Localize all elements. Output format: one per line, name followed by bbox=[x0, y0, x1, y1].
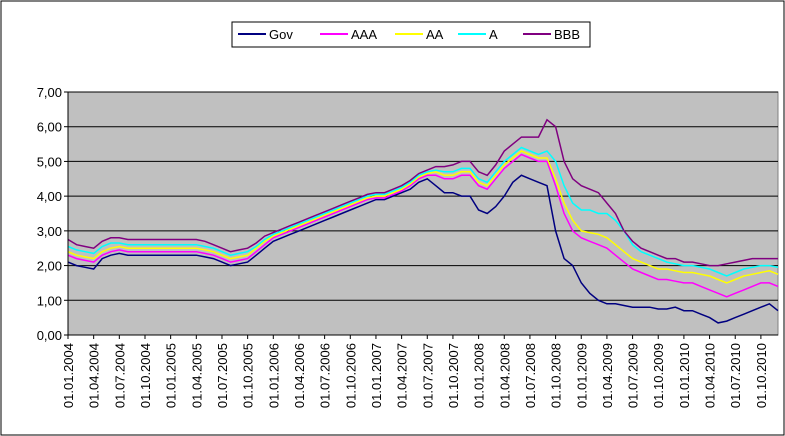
x-tick-label: 01.07.2008 bbox=[523, 343, 538, 408]
y-tick-label: 5,00 bbox=[37, 154, 62, 169]
y-tick-label: 1,00 bbox=[37, 293, 62, 308]
x-tick-label: 01.04.2004 bbox=[87, 343, 102, 408]
x-tick-label: 01.01.2004 bbox=[61, 343, 76, 408]
y-tick-label: 6,00 bbox=[37, 120, 62, 135]
y-tick-label: 4,00 bbox=[37, 189, 62, 204]
x-tick-label: 01.07.2004 bbox=[112, 343, 127, 408]
series-line bbox=[67, 146, 779, 277]
x-tick-label: 01.01.2010 bbox=[677, 343, 692, 408]
series-line bbox=[67, 150, 779, 284]
legend-label: AAA bbox=[351, 27, 377, 42]
series-line bbox=[67, 118, 778, 267]
x-tick-label: 01.10.2009 bbox=[651, 343, 666, 408]
x-tick-label: 01.10.2007 bbox=[446, 343, 461, 408]
legend-label: A bbox=[489, 27, 498, 42]
x-tick-label: 01.10.2005 bbox=[241, 343, 256, 408]
x-tick-label: 01.01.2009 bbox=[574, 343, 589, 408]
x-tick-label: 01.01.2007 bbox=[369, 343, 384, 408]
x-tick-label: 01.01.2005 bbox=[164, 343, 179, 408]
x-tick-label: 01.04.2005 bbox=[189, 343, 204, 408]
legend-label: Gov bbox=[269, 27, 293, 42]
y-tick-label: 0,00 bbox=[37, 328, 62, 343]
legend-label: AA bbox=[426, 27, 444, 42]
series-line bbox=[67, 174, 779, 324]
x-tick-label: 01.10.2010 bbox=[754, 343, 769, 408]
x-tick-label: 01.10.2008 bbox=[549, 343, 564, 408]
x-tick-label: 01.10.2006 bbox=[343, 343, 358, 408]
x-tick-label: 01.04.2008 bbox=[497, 343, 512, 408]
x-tick-label: 01.04.2009 bbox=[600, 343, 615, 408]
y-tick-label: 2,00 bbox=[37, 259, 62, 274]
series-line bbox=[67, 153, 779, 298]
x-tick-label: 01.07.2010 bbox=[728, 343, 743, 408]
legend-label: BBB bbox=[554, 27, 580, 42]
x-tick-label: 01.04.2010 bbox=[703, 343, 718, 408]
x-tick-label: 01.01.2006 bbox=[266, 343, 281, 408]
x-tick-label: 01.01.2008 bbox=[472, 343, 487, 408]
x-tick-label: 01.07.2009 bbox=[626, 343, 641, 408]
x-tick-label: 01.10.2004 bbox=[138, 343, 153, 408]
x-tick-label: 01.07.2005 bbox=[215, 343, 230, 408]
x-tick-label: 01.04.2006 bbox=[292, 343, 307, 408]
y-tick-label: 7,00 bbox=[37, 85, 62, 100]
y-tick-label: 3,00 bbox=[37, 224, 62, 239]
x-tick-label: 01.07.2006 bbox=[318, 343, 333, 408]
x-tick-label: 01.07.2007 bbox=[420, 343, 435, 408]
x-tick-label: 01.04.2007 bbox=[395, 343, 410, 408]
plot-area bbox=[67, 91, 779, 336]
